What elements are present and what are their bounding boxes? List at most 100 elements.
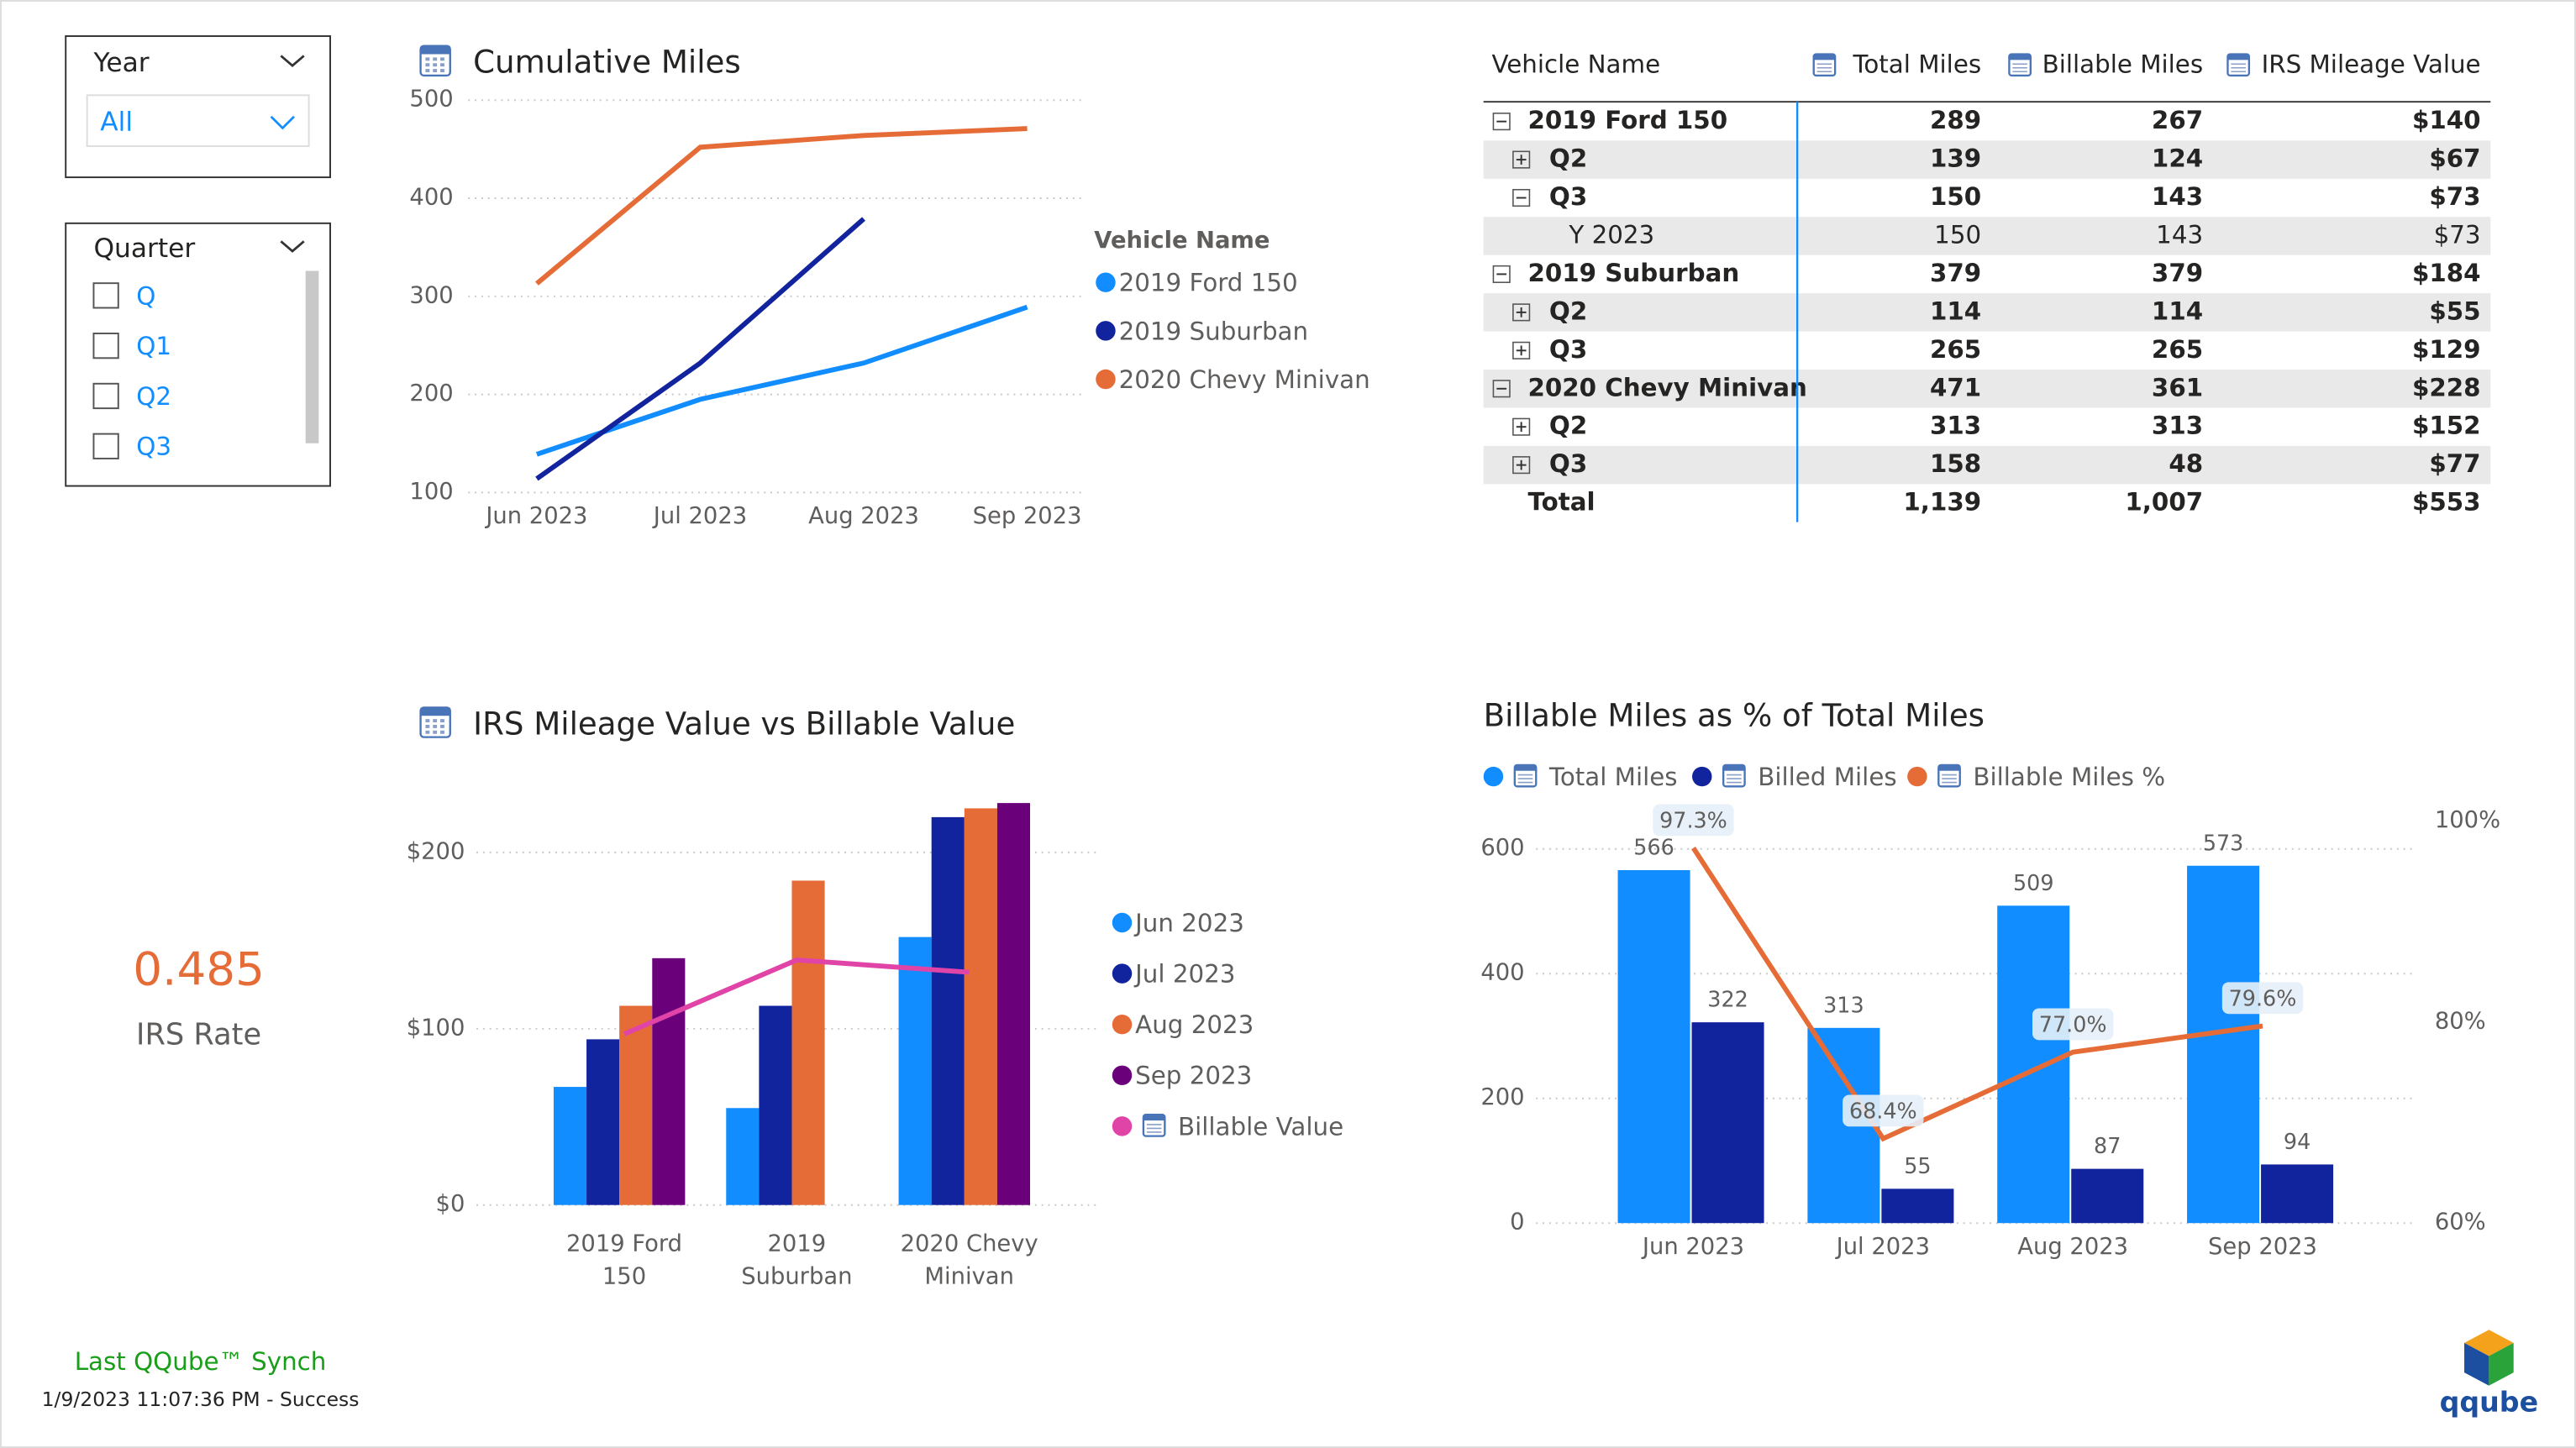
y-tick-label: 200 xyxy=(1480,1084,1524,1110)
row-label: Q2 xyxy=(1549,144,1587,173)
bar xyxy=(996,803,1031,1205)
legend-marker xyxy=(1096,321,1116,341)
row-label: Y 2023 xyxy=(1568,220,1654,249)
expand-toggle[interactable] xyxy=(1492,113,1511,131)
legend-marker xyxy=(1112,1014,1133,1035)
table-icon-cell xyxy=(425,724,430,728)
table-icon-cell xyxy=(440,69,444,73)
value-label: 573 xyxy=(2203,830,2244,855)
expand-toggle[interactable] xyxy=(1492,265,1511,283)
legend-marker xyxy=(1907,766,1927,787)
cell: 313 xyxy=(2152,412,2203,440)
slicer-value: All xyxy=(100,108,133,138)
chevron[interactable] xyxy=(280,55,305,67)
value-label: 322 xyxy=(1707,987,1748,1012)
row-band xyxy=(1483,140,2491,179)
value-label: 94 xyxy=(2284,1129,2311,1154)
cell: 114 xyxy=(2152,296,2203,325)
checkbox[interactable] xyxy=(92,282,119,309)
table-icon-cell xyxy=(440,719,444,723)
table-icon-cell xyxy=(440,63,444,67)
column-header: Vehicle Name xyxy=(1491,50,1660,79)
chevron[interactable] xyxy=(270,115,295,130)
legend-marker xyxy=(1112,963,1133,984)
x-tick-label: Jun 2023 xyxy=(1641,1234,1744,1260)
value-label: 77.0% xyxy=(2039,1011,2107,1036)
cell: $228 xyxy=(2412,373,2481,401)
cell: $67 xyxy=(2429,144,2480,173)
cell: $184 xyxy=(2412,259,2481,287)
value-label-box xyxy=(1843,1094,1924,1127)
x-tick-label: Jul 2023 xyxy=(652,503,747,529)
legend-marker xyxy=(1112,1116,1133,1136)
x-tick-label: Jun 2023 xyxy=(484,503,587,529)
column-header: IRS Mileage Value xyxy=(2262,50,2481,79)
expand-toggle[interactable] xyxy=(1512,417,1531,436)
row-label: 2020 Chevy Minivan xyxy=(1527,373,1806,401)
row-label: Q3 xyxy=(1549,449,1587,478)
table-icon-cell xyxy=(433,719,438,723)
line-series xyxy=(1691,847,2263,1142)
row-label: Q3 xyxy=(1549,182,1587,211)
x-label-box: 2019 Ford 150 xyxy=(565,1230,683,1291)
cell: $152 xyxy=(2412,412,2481,440)
row-band xyxy=(1483,293,2491,332)
bar xyxy=(2187,865,2260,1224)
scrollbar[interactable] xyxy=(305,270,319,443)
cell: $55 xyxy=(2429,296,2480,325)
x-tick-label: Aug 2023 xyxy=(2017,1234,2128,1260)
y-tick-label: 400 xyxy=(409,185,453,211)
checkbox[interactable] xyxy=(92,333,119,359)
table-icon-bar xyxy=(420,45,450,55)
x-tick-label: 2019 Ford 150 xyxy=(565,1230,683,1291)
row-band xyxy=(1483,445,2491,485)
bar xyxy=(759,1005,792,1205)
bar xyxy=(931,816,965,1205)
expand-toggle[interactable] xyxy=(1512,150,1531,169)
x-tick-label: Sep 2023 xyxy=(973,503,1082,529)
legend-label: Billable Miles % xyxy=(1973,763,2165,791)
row-label: Total xyxy=(1527,488,1595,517)
checkbox[interactable] xyxy=(92,433,119,459)
row-label: 2019 Ford 150 xyxy=(1527,106,1727,134)
option-label: Q xyxy=(136,281,155,310)
x-tick-label: Sep 2023 xyxy=(2208,1234,2317,1260)
legend-label: Billable Value xyxy=(1178,1112,1343,1141)
table-icon-cell xyxy=(440,57,444,61)
bar xyxy=(791,880,825,1205)
chart: Cumulative Miles 100 200 300 400 500 Jun 2023 J… xyxy=(409,45,1369,529)
expand-toggle[interactable] xyxy=(1512,456,1531,475)
bar xyxy=(1881,1188,1954,1224)
chevron[interactable] xyxy=(280,240,305,253)
y-tick-label: 300 xyxy=(409,282,453,308)
cell: 379 xyxy=(1930,259,1981,287)
value-label: 87 xyxy=(2094,1133,2121,1158)
expand-toggle[interactable] xyxy=(1512,341,1531,359)
legend-label: Jul 2023 xyxy=(1133,960,1235,989)
table-icon-cell xyxy=(440,730,444,734)
value-label: 97.3% xyxy=(1659,807,1727,832)
table-icon-bar xyxy=(1514,764,1537,771)
y2-tick-label: 80% xyxy=(2435,1008,2486,1034)
checkbox[interactable] xyxy=(92,382,119,410)
legend-marker xyxy=(1112,912,1133,933)
cell: 158 xyxy=(1930,449,1981,478)
legend-label: Sep 2023 xyxy=(1135,1062,1252,1090)
expand-toggle[interactable] xyxy=(1492,380,1511,398)
year-dropdown[interactable] xyxy=(86,94,310,147)
legend-marker xyxy=(1096,272,1116,292)
cell: 289 xyxy=(1930,106,1981,134)
cell: 313 xyxy=(1930,412,1981,440)
bar xyxy=(726,1108,760,1205)
expand-toggle[interactable] xyxy=(1512,303,1531,322)
value-label: 313 xyxy=(1823,992,1864,1017)
cell: 471 xyxy=(1930,373,1981,401)
x-label-box: 2020 Chevy Minivan xyxy=(901,1231,1038,1290)
cell: 48 xyxy=(2169,449,2203,478)
table-icon-bar xyxy=(1938,764,1960,771)
bar xyxy=(898,936,932,1205)
legend-marker xyxy=(1692,766,1712,787)
table-icon-bar xyxy=(1723,764,1745,771)
legend-label: 2019 Ford 150 xyxy=(1119,269,1298,297)
expand-toggle[interactable] xyxy=(1512,188,1531,207)
